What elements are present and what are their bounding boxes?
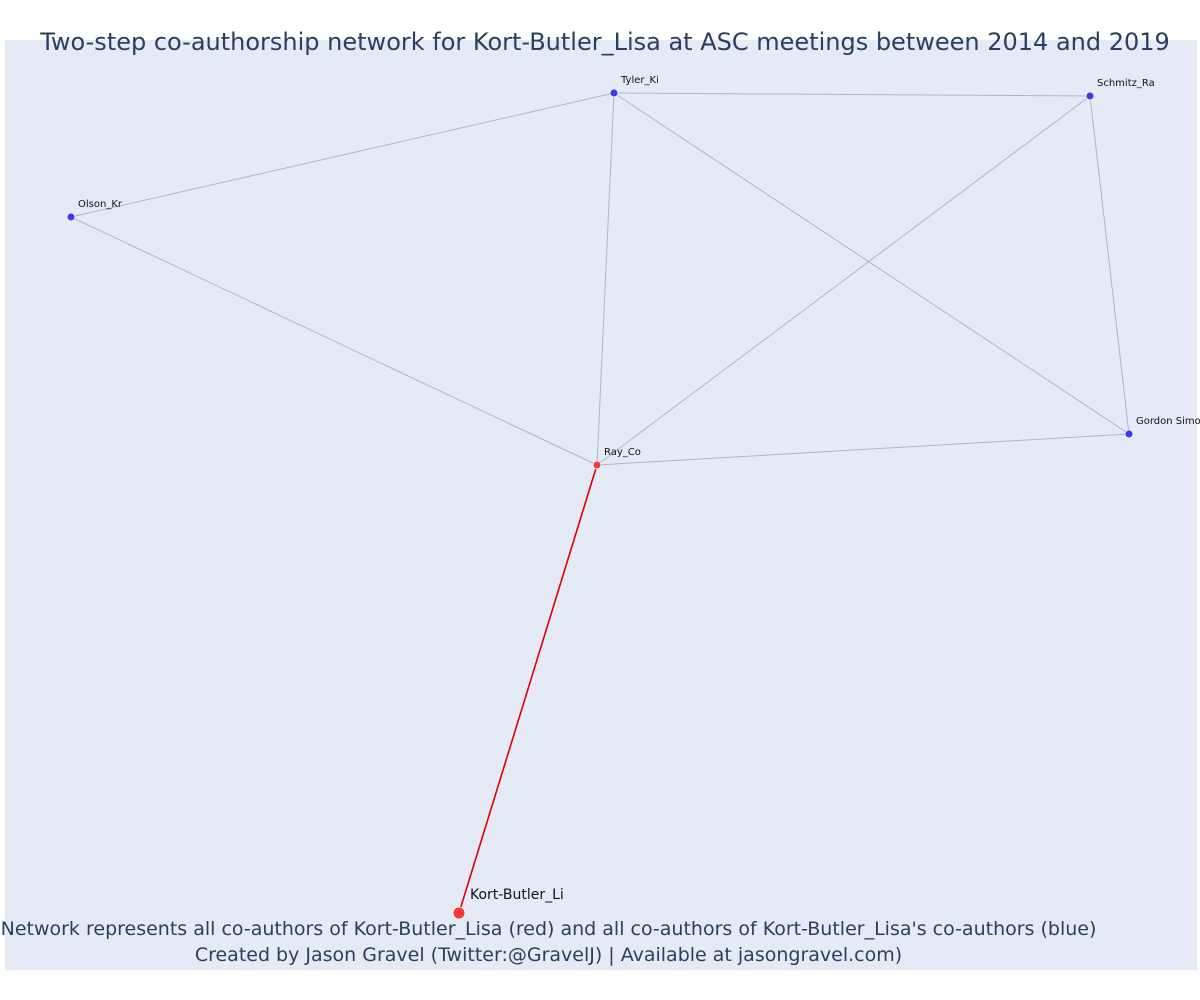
node-ray[interactable] bbox=[592, 460, 602, 470]
node-label-olson: Olson_Kr bbox=[78, 199, 123, 210]
node-label-tyler: Tyler_Ki bbox=[620, 75, 659, 86]
edge-ray-gordon bbox=[596, 433, 1130, 466]
node-olson[interactable] bbox=[66, 212, 76, 222]
edge-tyler-schmitz bbox=[613, 92, 1091, 97]
edge-ray-schmitz bbox=[596, 95, 1091, 466]
node-schmitz[interactable] bbox=[1085, 91, 1095, 101]
edge-olson-tyler bbox=[70, 92, 615, 218]
edge-schmitz-gordon bbox=[1089, 95, 1130, 435]
footer-line-1: Network represents all co-authors of Kor… bbox=[0, 918, 1097, 940]
edge-ray-olson bbox=[70, 216, 598, 466]
node-label-gordon: Gordon Simo bbox=[1136, 416, 1200, 427]
footer-line-2: Created by Jason Gravel (Twitter:@Gravel… bbox=[194, 944, 903, 966]
node-kort[interactable] bbox=[452, 906, 466, 920]
edges-layer bbox=[70, 92, 1130, 914]
edge-tyler-gordon bbox=[613, 92, 1130, 435]
node-label-schmitz: Schmitz_Ra bbox=[1097, 78, 1155, 89]
edge-kort-ray bbox=[458, 464, 598, 914]
plot-area bbox=[5, 40, 1197, 970]
chart-title: Two-step co-authorship network for Kort-… bbox=[40, 28, 1170, 56]
node-label-kort: Kort-Butler_Li bbox=[470, 887, 564, 903]
footer-caption: Network represents all co-authors of Kor… bbox=[0, 916, 1097, 968]
nodes-layer: Kort-Butler_Li Ray_Co Tyler_Ki Schmitz_Ra Ol… bbox=[66, 75, 1200, 920]
node-label-ray: Ray_Co bbox=[604, 447, 641, 458]
edge-ray-tyler bbox=[596, 92, 615, 466]
node-tyler[interactable] bbox=[609, 88, 619, 98]
node-gordon[interactable] bbox=[1124, 429, 1134, 439]
